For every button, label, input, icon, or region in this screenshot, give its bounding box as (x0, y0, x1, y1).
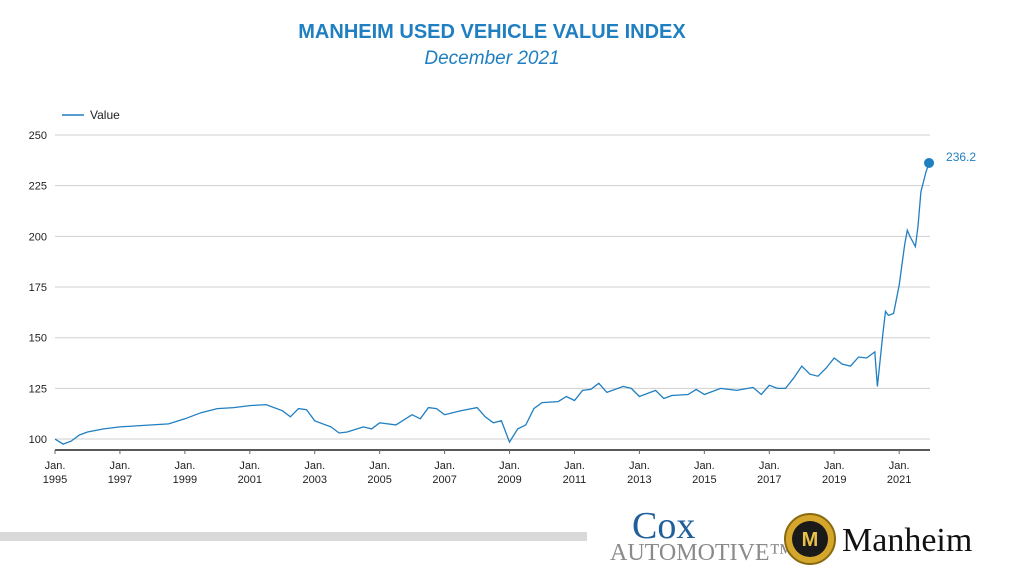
x-tick-label: Jan. 2003 (302, 460, 326, 486)
x-tick-label: Jan. 1997 (108, 460, 132, 486)
x-tick-label: Jan. 2001 (238, 460, 262, 486)
series-line (54, 162, 930, 445)
x-tick-label: Jan. 2015 (692, 460, 716, 486)
x-tick-label: Jan. 2017 (757, 460, 781, 486)
chart-subtitle: December 2021 (424, 48, 559, 69)
y-tick-label: 100 (29, 434, 47, 446)
end-label: 236.2 (946, 150, 976, 164)
x-tick-label: Jan. 2005 (367, 460, 391, 486)
y-tick-label: 175 (29, 282, 47, 294)
y-tick-label: 200 (29, 231, 47, 243)
x-tick-label: Jan. 2009 (497, 460, 521, 486)
y-tick-label: 150 (29, 333, 47, 345)
manheim-badge-inner (792, 521, 828, 557)
cox-logo: Cox (632, 505, 695, 547)
automotive-logo: AUTOMOTIVE™ (610, 540, 793, 566)
x-tick-label: Jan. 2021 (887, 460, 911, 486)
y-tick-label: 250 (29, 130, 47, 142)
manheim-logo: Manheim (842, 522, 972, 559)
legend-label: Value (90, 108, 120, 122)
x-tick-label: Jan. 1999 (173, 460, 197, 486)
x-tick-label: Jan. 2019 (822, 460, 846, 486)
x-tick-label: Jan. 2007 (432, 460, 456, 486)
y-tick-label: 125 (29, 383, 47, 395)
footer-bar (0, 532, 587, 541)
end-point (924, 157, 935, 168)
x-tick-label: Jan. 2013 (627, 460, 651, 486)
chart-title: MANHEIM USED VEHICLE VALUE INDEX (298, 21, 686, 43)
x-tick-label: Jan. 2011 (563, 460, 587, 486)
y-tick-label: 225 (29, 181, 47, 193)
manheim-badge-letter: M (802, 529, 819, 551)
x-tick-label: Jan. 1995 (43, 460, 67, 486)
